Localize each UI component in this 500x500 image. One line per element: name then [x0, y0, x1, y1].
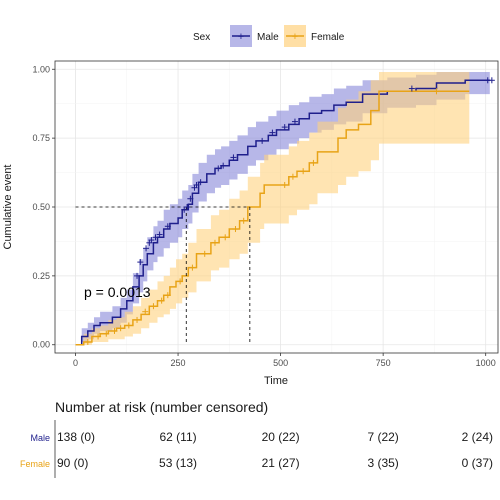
- legend: Sex + Male + Female: [193, 25, 345, 47]
- censor-mark-female: [232, 226, 239, 233]
- censor-mark-female: [177, 278, 184, 285]
- censor-mark-male: [215, 165, 222, 172]
- censor-mark-male: [187, 195, 194, 202]
- censor-mark-male: [193, 181, 200, 188]
- x-tick-label: 500: [273, 358, 288, 368]
- band-female: [75, 72, 470, 345]
- censor-mark-female: [84, 338, 91, 345]
- censor-mark-male: [220, 162, 227, 169]
- y-tick-label: 0.25: [32, 271, 50, 281]
- y-tick-label: 0.00: [32, 340, 50, 350]
- censor-mark-female: [189, 264, 196, 271]
- censor-mark-female: [211, 239, 218, 246]
- censor-mark-female: [117, 325, 124, 332]
- censor-mark-male: [291, 118, 298, 125]
- risk-cell-male: 62 (11): [159, 430, 196, 444]
- x-tick-label: 0: [73, 358, 78, 368]
- censor-mark-female: [433, 88, 440, 95]
- censor-mark-male: [259, 137, 266, 144]
- censor-mark-male: [137, 259, 144, 266]
- p-value-annotation: p = 0.0013: [84, 284, 151, 300]
- risk-table: Number at risk (number censored) Male Fe…: [20, 399, 493, 478]
- risk-cell-female: 90 (0): [57, 456, 88, 470]
- confidence-bands: [75, 72, 490, 345]
- risk-row-label-female: Female: [20, 459, 50, 469]
- legend-label-female: Female: [311, 32, 345, 43]
- censor-mark-male: [181, 206, 188, 213]
- legend-label-male: Male: [257, 32, 279, 43]
- risk-cell-female: 0 (37): [462, 456, 493, 470]
- censor-mark-female: [142, 308, 149, 315]
- censor-mark-male: [281, 124, 288, 131]
- censor-mark-male: [156, 231, 163, 238]
- censor-mark-female: [150, 303, 157, 310]
- censor-mark-female: [111, 327, 118, 334]
- censor-mark-female: [95, 333, 102, 340]
- y-axis: 0.00 0.25 0.50 0.75 1.00: [32, 64, 55, 350]
- risk-cell-male: 20 (22): [262, 430, 300, 444]
- x-tick-label: 750: [376, 358, 391, 368]
- censor-marks: [84, 77, 495, 345]
- censor-mark-female: [281, 181, 288, 188]
- censor-mark-female: [240, 217, 247, 224]
- censor-mark-male: [408, 85, 415, 92]
- risk-cell-male: 2 (24): [462, 430, 493, 444]
- risk-row-label-male: Male: [30, 433, 50, 443]
- censor-mark-male: [488, 77, 495, 84]
- risk-cell-female: 3 (35): [367, 456, 398, 470]
- censor-mark-male: [230, 154, 237, 161]
- censor-mark-female: [201, 250, 208, 257]
- y-tick-label: 1.00: [32, 64, 50, 74]
- x-axis: 0 250 500 750 1000: [73, 353, 496, 368]
- legend-title: Sex: [193, 32, 210, 43]
- y-tick-label: 0.50: [32, 202, 50, 212]
- censor-mark-male: [164, 223, 171, 230]
- censor-mark-male: [134, 272, 141, 279]
- risk-table-cells: 138 (0) 62 (11) 20 (22) 7 (22) 2 (24) 90 (0) 5…: [57, 430, 493, 470]
- legend-key-male-mark: +: [238, 31, 244, 43]
- legend-key-female-mark: +: [292, 31, 298, 43]
- censor-mark-female: [164, 292, 171, 299]
- x-axis-title: Time: [264, 375, 288, 387]
- risk-cell-male: 7 (22): [367, 430, 398, 444]
- censor-mark-female: [300, 168, 307, 175]
- censor-mark-female: [310, 159, 317, 166]
- censor-mark-male: [184, 204, 191, 210]
- censor-mark-male: [269, 129, 276, 136]
- censor-mark-male: [148, 237, 155, 244]
- censor-mark-male: [197, 179, 204, 186]
- plot-panel: [54, 60, 499, 354]
- x-tick-label: 1000: [476, 358, 496, 368]
- risk-cell-male: 138 (0): [57, 430, 95, 444]
- y-axis-title: Cumulative event: [2, 165, 14, 250]
- censor-mark-female: [158, 297, 165, 304]
- risk-table-title: Number at risk (number censored): [55, 399, 268, 415]
- risk-cell-female: 53 (13): [159, 456, 197, 470]
- censor-mark-female: [103, 330, 110, 337]
- median-lines: [75, 206, 251, 345]
- x-tick-label: 250: [171, 358, 186, 368]
- y-tick-label: 0.75: [32, 133, 50, 143]
- censor-mark-female: [125, 322, 132, 329]
- risk-cell-female: 21 (27): [262, 456, 300, 470]
- censor-mark-male: [152, 234, 159, 241]
- censor-mark-female: [289, 173, 296, 180]
- censor-mark-male: [143, 245, 150, 252]
- censor-mark-female: [134, 316, 141, 323]
- censor-mark-female: [222, 234, 229, 241]
